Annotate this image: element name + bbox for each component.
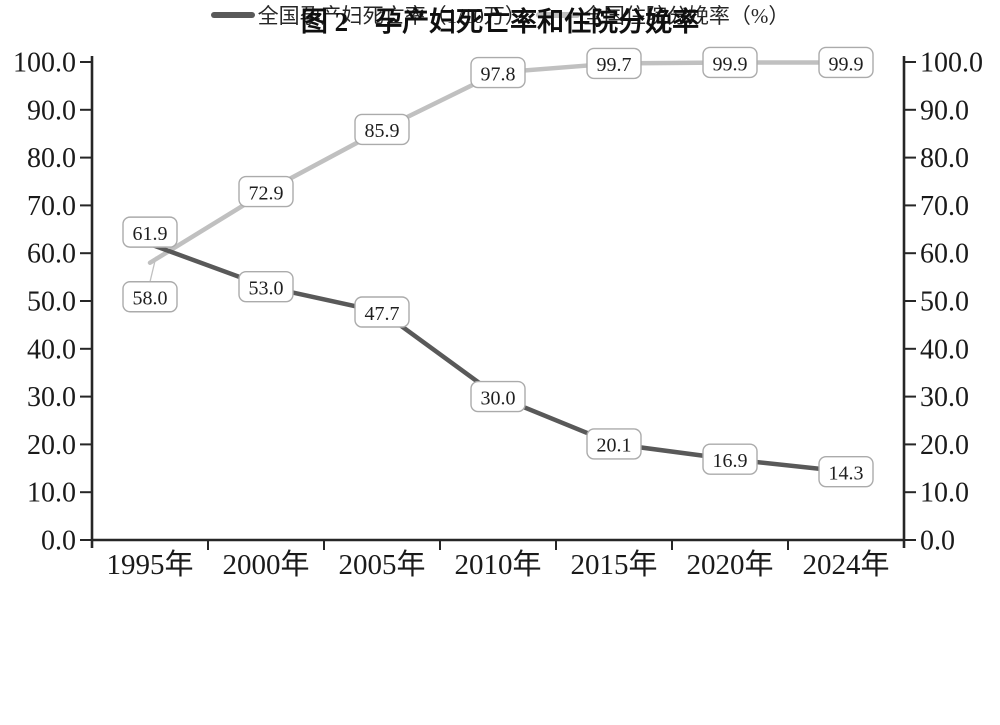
- figure-caption: 图 2 孕产妇死亡率和住院分娩率: [0, 0, 1000, 39]
- data-label-value: 47.7: [365, 303, 400, 325]
- data-label-box: [702, 46, 758, 79]
- y-tick-label-left: 50.0: [27, 287, 76, 318]
- legend-label-maternal-mortality: 全国孕产妇死亡率（1/10万）: [257, 4, 526, 28]
- y-tick-label-right: 10.0: [920, 478, 969, 509]
- data-label-value: 72.9: [249, 182, 284, 204]
- y-tick-label-left: 10.0: [27, 478, 76, 509]
- y-tick-label-left: 30.0: [27, 382, 76, 413]
- y-tick-label-right: 0.0: [920, 526, 955, 557]
- y-tick-label-left: 20.0: [27, 430, 76, 461]
- y-tick-label-right: 90.0: [920, 95, 969, 126]
- y-tick-label-left: 90.0: [27, 95, 76, 126]
- data-label-value: 30.0: [481, 387, 516, 409]
- y-tick-label-right: 50.0: [920, 287, 969, 318]
- data-label-leader-line: [149, 256, 157, 282]
- data-label-box: [238, 175, 294, 208]
- y-tick-label-right: 70.0: [920, 191, 969, 222]
- data-label-box: [122, 281, 178, 313]
- x-tick-label: 2000年: [222, 548, 309, 581]
- legend-swatch-maternal-mortality: [210, 12, 255, 18]
- data-label-value: 53.0: [249, 277, 284, 299]
- data-label-value: 16.9: [713, 450, 748, 472]
- data-label-value: 99.9: [829, 53, 864, 75]
- data-label-value: 20.1: [597, 435, 632, 457]
- caption-title: 孕产妇死亡率和住院分娩率: [375, 7, 700, 37]
- data-label-box: [818, 46, 874, 79]
- caption-number: 图 2: [300, 7, 349, 37]
- data-label-value: 85.9: [365, 120, 400, 142]
- x-tick-label: 1995年: [106, 548, 193, 581]
- data-label-value: 99.9: [713, 53, 748, 75]
- data-label-box: [702, 443, 758, 475]
- legend-label-hospital-delivery: 全国住院分娩率（%）: [582, 4, 790, 28]
- data-label-value: 61.9: [133, 223, 168, 245]
- y-tick-label-left: 0.0: [41, 526, 76, 557]
- y-tick-label-right: 30.0: [920, 382, 969, 413]
- data-label-value: 99.7: [597, 54, 632, 76]
- x-tick-label: 2015年: [570, 548, 657, 581]
- data-label-box: [122, 216, 178, 248]
- y-tick-label-right: 40.0: [920, 334, 969, 365]
- y-tick-label-right: 20.0: [920, 430, 969, 461]
- y-tick-label-right: 60.0: [920, 239, 969, 270]
- data-label-box: [354, 296, 410, 328]
- data-label-value: 97.8: [481, 63, 516, 85]
- y-tick-label-left: 40.0: [27, 334, 76, 365]
- y-tick-label-right: 80.0: [920, 143, 969, 174]
- data-label-value: 14.3: [829, 462, 864, 484]
- x-tick-label: 2024年: [802, 548, 889, 581]
- data-label-box: [586, 47, 642, 80]
- y-tick-label-right: 100.0: [920, 48, 983, 79]
- y-tick-label-left: 80.0: [27, 143, 76, 174]
- data-label-box: [238, 270, 294, 303]
- data-label-box: [818, 455, 874, 488]
- data-label-box: [470, 56, 526, 89]
- y-tick-label-left: 100.0: [13, 48, 76, 79]
- data-label-box: [354, 113, 410, 146]
- y-tick-label-left: 60.0: [27, 239, 76, 270]
- legend: 全国孕产妇死亡率（1/10万） 全国住院分娩率（%）: [0, 0, 1000, 30]
- hospital-delivery-line: [147, 60, 849, 266]
- legend-swatch-hospital-delivery: [535, 12, 580, 18]
- data-label-value: 58.0: [133, 288, 168, 310]
- x-tick-label: 2020年: [686, 548, 773, 581]
- data-label-box: [586, 428, 642, 460]
- data-label-box: [470, 380, 526, 413]
- x-tick-label: 2010年: [454, 548, 541, 581]
- x-tick-label: 2005年: [338, 548, 425, 581]
- y-tick-label-left: 70.0: [27, 191, 76, 222]
